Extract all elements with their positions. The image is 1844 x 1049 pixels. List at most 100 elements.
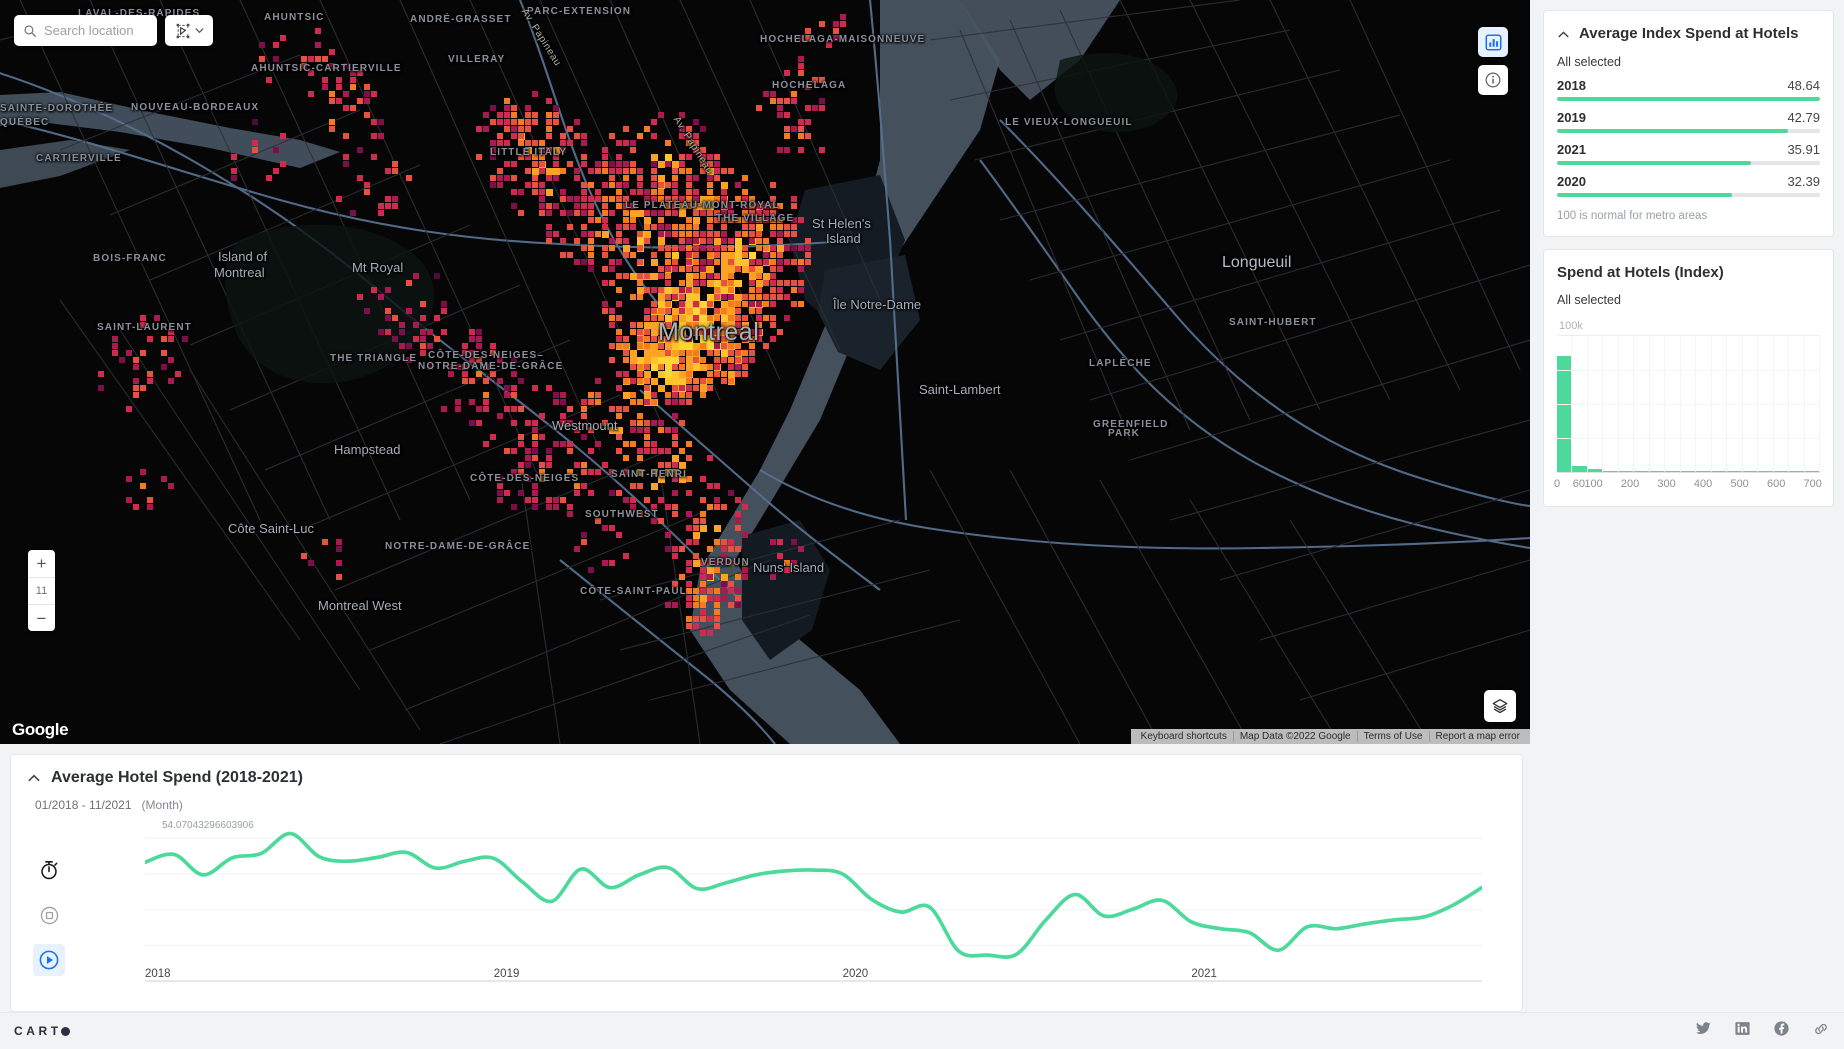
histogram-bar[interactable]	[1634, 471, 1649, 472]
heatmap-cell	[532, 385, 538, 391]
heatmap-cell	[777, 259, 783, 265]
chevron-up-icon[interactable]	[27, 771, 41, 785]
heatmap-cell	[756, 329, 762, 335]
toggle-widgets-button[interactable]	[1478, 27, 1508, 57]
histogram-bar[interactable]	[1603, 470, 1618, 472]
map-canvas[interactable]: LAVAL-DES-RAPIDES AHUNTSIC ANDRÉ-GRASSET PA…	[0, 0, 1530, 744]
stop-button[interactable]	[33, 899, 65, 931]
heatmap-cell	[665, 196, 671, 202]
histogram-plot[interactable]	[1557, 335, 1820, 473]
polygon-select-tool[interactable]	[165, 15, 213, 46]
timeline-max-label: 54.07043296603906	[162, 820, 254, 831]
timeline-x-tick: 2019	[493, 968, 520, 980]
heatmap-cell	[623, 357, 629, 363]
histogram-bar[interactable]	[1557, 356, 1572, 472]
heatmap-cell	[490, 343, 496, 349]
heatmap-cell	[378, 203, 384, 209]
widget-header[interactable]: Average Index Spend at Hotels	[1557, 24, 1820, 44]
map-info-button[interactable]	[1478, 65, 1508, 95]
heatmap-cell	[574, 546, 580, 552]
heatmap-cell	[140, 483, 146, 489]
heatmap-cell	[588, 266, 594, 272]
heatmap-cell	[567, 140, 573, 146]
heatmap-cell	[581, 203, 587, 209]
heatmap-cell	[658, 322, 665, 329]
histogram-bar[interactable]	[1587, 469, 1603, 472]
heatmap-cell	[700, 280, 706, 286]
search-input[interactable]: Search location	[14, 15, 157, 46]
heatmap-cell	[140, 385, 146, 391]
heatmap-cell	[798, 133, 804, 139]
facebook-icon[interactable]	[1773, 1020, 1790, 1042]
histogram-bars[interactable]	[1557, 336, 1820, 472]
heatmap-cell	[658, 336, 664, 342]
timeline-line-chart[interactable]	[145, 822, 1482, 995]
heatmap-cell	[742, 322, 749, 329]
heatmap-cell	[658, 112, 664, 118]
heatmap-cell	[686, 567, 692, 573]
attribution-item[interactable]: Map Data ©2022 Google	[1232, 731, 1357, 742]
heatmap-cell	[770, 280, 776, 286]
heatmap-cell	[532, 175, 538, 181]
histogram-bar[interactable]	[1773, 471, 1789, 472]
heatmap-cell	[413, 336, 419, 342]
heatmap-cell	[595, 441, 601, 447]
histogram-bar[interactable]	[1649, 471, 1665, 472]
linkedin-icon[interactable]	[1734, 1020, 1751, 1042]
attribution-item[interactable]: Keyboard shortcuts	[1140, 731, 1227, 742]
chevron-down-icon[interactable]	[194, 26, 204, 35]
heatmap-cell	[616, 259, 622, 265]
heatmap-cell	[791, 231, 797, 237]
category-row[interactable]: 2019 42.79	[1557, 110, 1820, 133]
heatmap-cell	[763, 238, 769, 244]
heatmap-cell	[546, 203, 552, 209]
heatmap-cell	[707, 616, 713, 622]
heatmap-cell	[721, 308, 727, 314]
timeline-header[interactable]: Average Hotel Spend (2018-2021)	[27, 769, 1506, 787]
map-layers-button[interactable]	[1484, 690, 1516, 722]
heatmap-cell	[791, 280, 797, 286]
heatmap-cell	[686, 175, 692, 181]
heatmap-cell	[756, 294, 762, 300]
histogram-bar[interactable]	[1758, 471, 1773, 472]
attribution-item[interactable]: Report a map error	[1428, 731, 1526, 742]
category-row[interactable]: 2021 35.91	[1557, 142, 1820, 165]
heatmap-cell	[700, 161, 706, 167]
heatmap-cell	[819, 77, 825, 83]
carto-logo[interactable]: CART	[14, 1024, 70, 1038]
heatmap-cell	[714, 287, 720, 293]
heatmap-cell	[623, 406, 629, 412]
chevron-up-icon[interactable]	[1557, 28, 1570, 41]
category-row[interactable]: 2018 48.64	[1557, 78, 1820, 101]
category-row[interactable]: 2020 32.39	[1557, 174, 1820, 197]
histogram-bar[interactable]	[1572, 466, 1587, 472]
heatmap-cell	[658, 329, 664, 335]
attribution-item[interactable]: Terms of Use	[1356, 731, 1429, 742]
heatmap-cell	[658, 518, 664, 524]
heatmap-cell	[714, 560, 720, 566]
histogram-bar[interactable]	[1680, 471, 1696, 472]
heatmap-cell	[707, 350, 713, 356]
heatmap-cell	[686, 336, 692, 342]
link-icon[interactable]	[1812, 1020, 1830, 1043]
zoom-in-button[interactable]: +	[28, 550, 55, 577]
histogram-bar[interactable]	[1742, 471, 1758, 472]
heatmap-cell	[588, 203, 594, 209]
histogram-bar[interactable]	[1727, 471, 1742, 472]
zoom-out-button[interactable]: −	[28, 604, 55, 631]
histogram-bar[interactable]	[1711, 471, 1727, 472]
heatmap-cell	[791, 217, 797, 223]
histogram-bar[interactable]	[1696, 471, 1711, 472]
histogram-bar[interactable]	[1618, 471, 1634, 472]
twitter-icon[interactable]	[1695, 1020, 1712, 1042]
speed-button[interactable]	[33, 854, 65, 886]
zoom-control[interactable]: + 11 −	[28, 550, 55, 631]
heatmap-cell	[707, 385, 713, 391]
heatmap-cell	[672, 581, 678, 587]
heatmap-cell	[483, 441, 489, 447]
heatmap-cell	[707, 588, 713, 594]
histogram-bar[interactable]	[1804, 471, 1819, 472]
play-button[interactable]	[33, 944, 65, 976]
histogram-bar[interactable]	[1789, 471, 1804, 472]
histogram-bar[interactable]	[1665, 471, 1680, 472]
